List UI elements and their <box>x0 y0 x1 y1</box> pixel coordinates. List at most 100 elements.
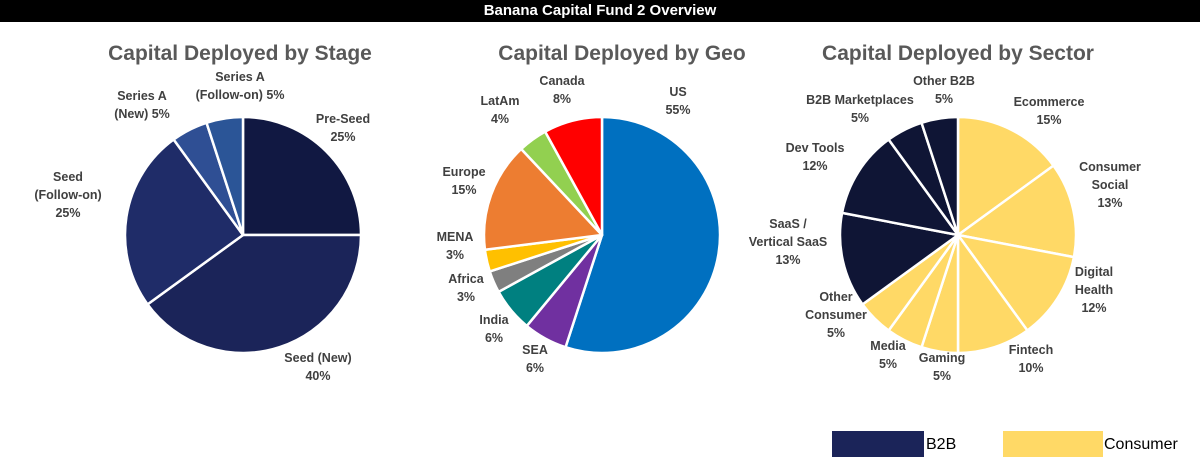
stage-slice-label-3-line-0: Series A <box>117 89 167 103</box>
sector-slice-label-10: Other B2B 5% <box>913 74 975 106</box>
stage-slice-label-4-line-1: (Follow-on) 5% <box>196 88 285 102</box>
sector-slice-label-7-line-2: 13% <box>775 253 800 267</box>
sector-slice-10 <box>920 115 960 237</box>
geo-slice-5 <box>482 147 604 252</box>
sector-slice-label-2: Digital Health 12% <box>1075 265 1113 315</box>
sector-chart-title: Capital Deployed by Sector <box>822 42 1094 65</box>
geo-slice-label-3-line-1: 3% <box>457 290 475 304</box>
sector-pie-chart: Ecommerce 15% Consumer Social 13% Digital Heal… <box>749 74 1141 383</box>
sector-slice-label-5: Media 5% <box>870 339 906 371</box>
geo-slice-label-7: Canada 8% <box>539 74 585 106</box>
sector-slice-label-6-line-0: Other <box>819 290 852 304</box>
sector-slice-label-8-line-0: Dev Tools <box>786 141 845 155</box>
sector-slice-label-3: Fintech 10% <box>1009 343 1053 375</box>
sector-slice-7 <box>838 211 960 306</box>
geo-pie-chart: US 55% SEA 6% India 6% Africa 3% MENA 3% Europe 15%… <box>437 74 722 375</box>
stage-slice-label-3: Series A (New) 5% <box>114 89 170 121</box>
sector-slice-label-0-line-1: 15% <box>1036 113 1061 127</box>
sector-slice-label-7-line-0: SaaS / <box>769 217 807 231</box>
sector-slice-label-3-line-1: 10% <box>1018 361 1043 375</box>
sector-slice-label-4: Gaming 5% <box>919 351 966 383</box>
geo-slice-label-2-line-1: 6% <box>485 331 503 345</box>
geo-slice-label-6: LatAm 4% <box>481 94 520 126</box>
stage-slice-label-3-line-1: (New) 5% <box>114 107 170 121</box>
sector-slice-label-0-line-0: Ecommerce <box>1014 95 1085 109</box>
geo-slice-label-3-line-0: Africa <box>448 272 484 286</box>
sector-slice-label-1-line-0: Consumer <box>1079 160 1141 174</box>
stage-slice-4 <box>205 115 245 237</box>
geo-slice-label-2-line-0: India <box>479 313 509 327</box>
sector-slice-label-6-line-2: 5% <box>827 326 845 340</box>
geo-slice-label-3: Africa 3% <box>448 272 484 304</box>
geo-slice-label-6-line-0: LatAm <box>481 94 520 108</box>
sector-slice-label-5-line-0: Media <box>870 339 906 353</box>
sector-slice-label-9-line-0: B2B Marketplaces <box>806 93 914 107</box>
sector-slice-label-5-line-1: 5% <box>879 357 897 371</box>
legend-swatch-consumer <box>1003 431 1103 457</box>
sector-slice-3 <box>956 233 1029 355</box>
stage-slice-2 <box>123 138 245 306</box>
geo-slice-label-5-line-1: 15% <box>451 183 476 197</box>
legend-label-b2b: B2B <box>926 436 957 453</box>
stage-slice-label-0: Pre-Seed 25% <box>316 112 370 144</box>
sector-slice-label-8-line-1: 12% <box>802 159 827 173</box>
sector-slice-label-2-line-0: Digital <box>1075 265 1113 279</box>
geo-slice-label-7-line-1: 8% <box>553 92 571 106</box>
geo-slice-label-2: India 6% <box>479 313 509 345</box>
geo-slice-label-5: Europe 15% <box>442 165 485 197</box>
geo-slice-label-5-line-0: Europe <box>442 165 485 179</box>
geo-slice-label-1: SEA 6% <box>522 343 548 375</box>
geo-slice-label-0-line-0: US <box>669 85 686 99</box>
geo-slice-7 <box>543 115 604 237</box>
sector-slice-label-0: Ecommerce 15% <box>1014 95 1085 127</box>
geo-slice-label-0: US 55% <box>665 85 690 117</box>
sector-slice-label-6: Other Consumer 5% <box>805 290 867 340</box>
stage-slice-label-1: Seed (New) 40% <box>284 351 351 383</box>
geo-slice-label-7-line-0: Canada <box>539 74 585 88</box>
stage-slice-label-1-line-0: Seed (New) <box>284 351 351 365</box>
stage-slice-label-4: Series A (Follow-on) 5% <box>196 70 285 102</box>
stage-pie-chart: Pre-Seed 25% Seed (New) 40% Seed (Follow-on) 2… <box>34 70 370 383</box>
geo-slice-label-4-line-1: 3% <box>446 248 464 262</box>
stage-slice-label-0-line-0: Pre-Seed <box>316 112 370 126</box>
geo-chart-title: Capital Deployed by Geo <box>498 42 746 65</box>
geo-slice-label-6-line-1: 4% <box>491 112 509 126</box>
stage-slice-1 <box>146 233 363 355</box>
legend-swatch-b2b <box>832 431 924 457</box>
sector-slice-1 <box>956 164 1078 259</box>
geo-slice-label-1-line-0: SEA <box>522 343 548 357</box>
sector-slice-label-7-line-1: Vertical SaaS <box>749 235 828 249</box>
legend-label-consumer: Consumer <box>1104 436 1178 453</box>
sector-slice-label-2-line-1: Health <box>1075 283 1113 297</box>
stage-slice-0 <box>241 115 363 237</box>
sector-slice-label-9-line-1: 5% <box>851 111 869 125</box>
stage-slice-label-2-line-1: (Follow-on) <box>34 188 101 202</box>
sector-slice-2 <box>956 233 1076 332</box>
sector-slice-0 <box>956 115 1055 237</box>
stage-chart-title: Capital Deployed by Stage <box>108 42 372 65</box>
geo-slice-0 <box>564 115 722 355</box>
stage-slice-label-2-line-0: Seed <box>53 170 83 184</box>
sector-slice-8 <box>840 138 960 237</box>
stage-slice-label-1-line-1: 40% <box>305 369 330 383</box>
sector-slice-label-4-line-0: Gaming <box>919 351 966 365</box>
sector-slice-label-10-line-0: Other B2B <box>913 74 975 88</box>
stage-slice-label-4-line-0: Series A <box>215 70 265 84</box>
geo-slice-label-4: MENA 3% <box>437 230 474 262</box>
stage-slice-label-0-line-1: 25% <box>330 130 355 144</box>
sector-slice-label-7: SaaS / Vertical SaaS 13% <box>749 217 828 267</box>
sector-slice-label-1-line-2: 13% <box>1097 196 1122 210</box>
sector-slice-label-1: Consumer Social 13% <box>1079 160 1141 210</box>
sector-slice-label-2-line-2: 12% <box>1081 301 1106 315</box>
stage-slice-label-2: Seed (Follow-on) 25% <box>34 170 101 220</box>
sector-slice-label-6-line-1: Consumer <box>805 308 867 322</box>
geo-slice-label-1-line-1: 6% <box>526 361 544 375</box>
sector-slice-label-8: Dev Tools 12% <box>786 141 845 173</box>
sector-slice-label-9: B2B Marketplaces 5% <box>806 93 914 125</box>
sector-slice-label-10-line-1: 5% <box>935 92 953 106</box>
sector-slice-label-3-line-0: Fintech <box>1009 343 1053 357</box>
report-title: Banana Capital Fund 2 Overview <box>0 0 1200 22</box>
geo-slice-label-0-line-1: 55% <box>665 103 690 117</box>
sector-slice-label-1-line-1: Social <box>1092 178 1129 192</box>
